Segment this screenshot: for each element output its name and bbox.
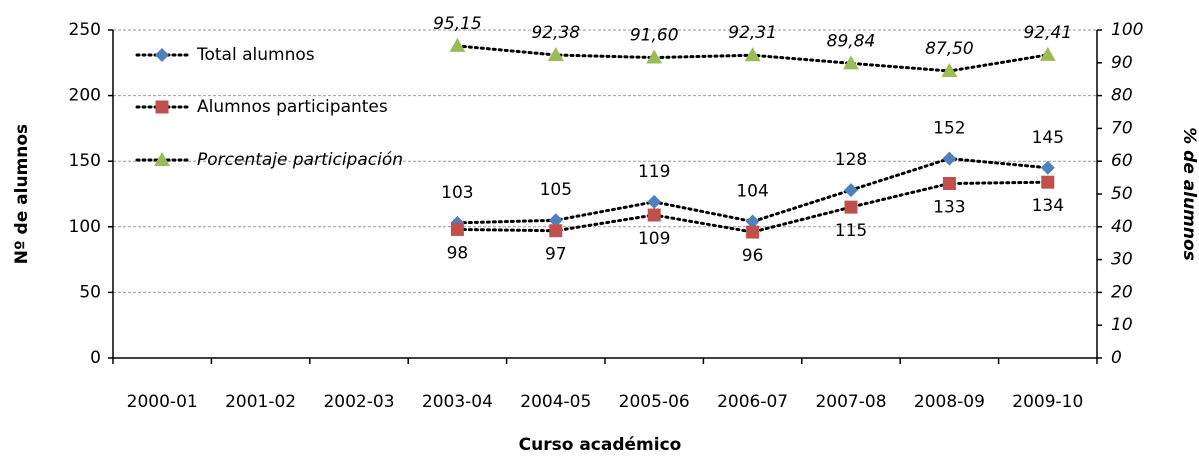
- x-tick-label: 2008-09: [914, 392, 985, 412]
- marker: [1040, 160, 1055, 175]
- marker: [1041, 175, 1055, 189]
- y2-tick-label: 30: [1111, 250, 1133, 270]
- y-tick-label: 250: [69, 20, 101, 40]
- y-tick-label: 150: [69, 151, 101, 171]
- y2-tick-label: 10: [1111, 315, 1133, 335]
- data-label: 128: [835, 150, 867, 170]
- data-label: 119: [638, 162, 670, 182]
- y-axis-label: Nº de alumnos: [12, 124, 32, 264]
- y-tick-label: 0: [90, 348, 101, 368]
- marker: [844, 183, 858, 198]
- marker: [843, 55, 859, 70]
- x-tick-label: 2000-01: [127, 392, 198, 412]
- y2-tick-label: 70: [1111, 118, 1133, 138]
- y2-tick-label: 50: [1111, 184, 1133, 204]
- marker: [449, 37, 466, 52]
- x-tick-label: 2001-02: [225, 392, 296, 412]
- y2-axis-label: % de alumnos: [1179, 127, 1199, 261]
- x-tick-label: 2003-04: [422, 392, 493, 412]
- x-tick-label: 2004-05: [520, 392, 591, 412]
- data-label: 104: [736, 182, 768, 202]
- marker: [844, 200, 858, 214]
- x-tick-label: 2009-10: [1012, 392, 1083, 412]
- marker: [155, 100, 169, 114]
- marker: [646, 49, 663, 64]
- marker: [942, 151, 957, 166]
- marker: [647, 194, 662, 209]
- data-label: 133: [933, 198, 965, 218]
- data-label: 98: [447, 243, 469, 263]
- data-label: 103: [441, 183, 473, 203]
- data-label: 134: [1032, 196, 1064, 216]
- marker: [744, 47, 761, 62]
- marker: [155, 48, 169, 62]
- x-tick-label: 2006-07: [717, 392, 788, 412]
- legend-label: Porcentaje participación: [197, 150, 403, 170]
- data-label: 92,31: [728, 23, 777, 43]
- y2-tick-label: 100: [1111, 20, 1143, 40]
- y-tick-label: 50: [79, 282, 101, 302]
- y2-tick-label: 20: [1111, 282, 1133, 302]
- data-label: 105: [540, 180, 572, 200]
- marker: [548, 213, 563, 228]
- data-label: 152: [933, 119, 965, 139]
- data-label: 97: [545, 245, 567, 265]
- marker: [941, 63, 958, 77]
- marker: [154, 152, 170, 166]
- data-label: 89,84: [827, 31, 876, 51]
- marker: [450, 222, 464, 236]
- marker: [547, 46, 564, 61]
- data-label: 92,38: [531, 23, 580, 43]
- data-label: 115: [835, 221, 867, 241]
- x-tick-label: 2007-08: [815, 392, 886, 412]
- data-label: 109: [638, 229, 670, 249]
- y2-tick-label: 60: [1111, 151, 1133, 171]
- marker: [746, 225, 760, 239]
- y2-tick-label: 40: [1111, 217, 1133, 237]
- legend-label: Alumnos participantes: [197, 97, 388, 117]
- legend-label: Total alumnos: [196, 45, 315, 65]
- data-label: 87,50: [925, 39, 974, 59]
- data-label: 91,60: [630, 26, 679, 46]
- data-label: 95,15: [433, 14, 482, 34]
- marker: [745, 214, 760, 229]
- marker: [942, 177, 956, 191]
- x-tick-label: 2005-06: [619, 392, 690, 412]
- marker: [647, 208, 661, 222]
- y-tick-label: 100: [69, 217, 101, 237]
- y2-tick-label: 0: [1111, 348, 1122, 368]
- data-label: 96: [742, 246, 764, 266]
- y-tick-label: 200: [69, 86, 101, 106]
- y2-tick-label: 80: [1111, 86, 1133, 106]
- x-axis-label: Curso académico: [519, 435, 682, 455]
- marker: [549, 224, 563, 238]
- data-label: 145: [1032, 128, 1064, 148]
- data-label: 92,41: [1023, 23, 1072, 43]
- y2-tick-label: 90: [1111, 53, 1133, 73]
- x-tick-label: 2002-03: [323, 392, 394, 412]
- marker: [1039, 46, 1056, 61]
